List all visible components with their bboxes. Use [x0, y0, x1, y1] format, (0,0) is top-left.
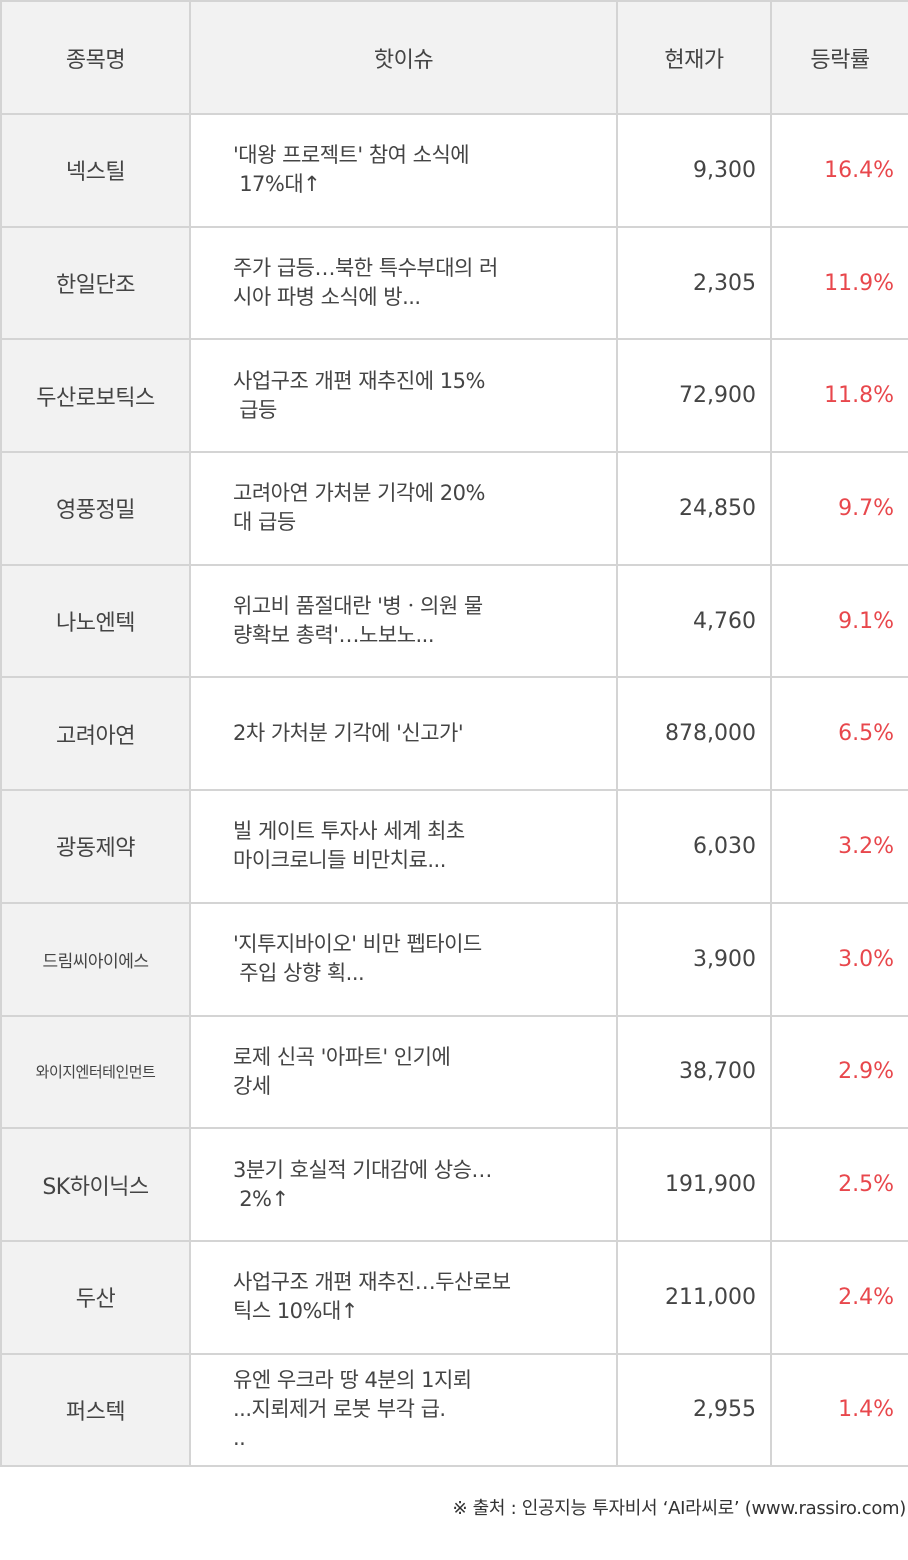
stock-name: 한일단조	[0, 225, 191, 341]
current-price: 4,760	[616, 563, 772, 679]
table-row: 한일단조 주가 급등…북한 특수부대의 러 시아 파병 소식에 방... 2,3…	[0, 225, 908, 341]
change-rate: 9.7%	[770, 451, 908, 566]
table-row: 영풍정밀 고려아연 가처분 기각에 20% 대 급등 24,850 9.7%	[0, 451, 908, 566]
header-current-price: 현재가	[616, 0, 772, 115]
table-row: 두산로보틱스 사업구조 개편 재추진에 15% 급등 72,900 11.8%	[0, 338, 908, 454]
hot-issue-text[interactable]: 사업구조 개편 재추진…두산로보 틱스 10%대↑	[189, 1239, 618, 1355]
current-price: 3,900	[616, 901, 772, 1017]
table-row: 퍼스텍 유엔 우크라 땅 4분의 1지뢰 ...지뢰제거 로봇 부각 급. ..…	[0, 1352, 908, 1468]
change-rate: 1.4%	[770, 1352, 908, 1468]
stock-name: 영풍정밀	[0, 451, 191, 566]
table-row: 드림씨아이에스 '지투지바이오' 비만 펩타이드 주입 상향 획... 3,90…	[0, 901, 908, 1017]
table-row: SK하이닉스 3분기 호실적 기대감에 상승… 2%↑ 191,900 2.5%	[0, 1127, 908, 1242]
change-rate: 6.5%	[770, 676, 908, 792]
stock-name: 넥스틸	[0, 113, 191, 228]
change-rate: 11.9%	[770, 225, 908, 341]
change-rate: 16.4%	[770, 113, 908, 228]
current-price: 6,030	[616, 789, 772, 904]
hot-issue-text[interactable]: 주가 급등…북한 특수부대의 러 시아 파병 소식에 방...	[189, 225, 618, 341]
table-row: 두산 사업구조 개편 재추진…두산로보 틱스 10%대↑ 211,000 2.4…	[0, 1239, 908, 1355]
change-rate: 3.0%	[770, 901, 908, 1017]
change-rate: 2.5%	[770, 1127, 908, 1242]
stock-name: 드림씨아이에스	[0, 901, 191, 1017]
current-price: 72,900	[616, 338, 772, 454]
current-price: 878,000	[616, 676, 772, 792]
current-price: 24,850	[616, 451, 772, 566]
current-price: 191,900	[616, 1127, 772, 1242]
hot-issue-text[interactable]: 2차 가처분 기각에 '신고가'	[189, 676, 618, 792]
current-price: 38,700	[616, 1014, 772, 1130]
change-rate: 2.9%	[770, 1014, 908, 1130]
hot-issue-text[interactable]: '대왕 프로젝트' 참여 소식에 17%대↑	[189, 113, 618, 228]
change-rate: 9.1%	[770, 563, 908, 679]
hot-issue-text[interactable]: 빌 게이트 투자사 세계 최초 마이크로니들 비만치료...	[189, 789, 618, 904]
stock-hot-issue-table: 종목명 핫이슈 현재가 등락률 넥스틸 '대왕 프로젝트' 참여 소식에 17%…	[0, 0, 908, 1468]
table-row: 나노엔텍 위고비 품절대란 '병ㆍ의원 물 량확보 총력'…노보노... 4,7…	[0, 563, 908, 679]
current-price: 2,955	[616, 1352, 772, 1468]
stock-name: 와이지엔터테인먼트	[0, 1014, 191, 1130]
current-price: 2,305	[616, 225, 772, 341]
hot-issue-text[interactable]: '지투지바이오' 비만 펩타이드 주입 상향 획...	[189, 901, 618, 1017]
stock-name: SK하이닉스	[0, 1127, 191, 1242]
stock-name: 고려아연	[0, 676, 191, 792]
stock-name: 나노엔텍	[0, 563, 191, 679]
header-hot-issue: 핫이슈	[189, 0, 618, 115]
table-header-row: 종목명 핫이슈 현재가 등락률	[0, 0, 908, 115]
change-rate: 3.2%	[770, 789, 908, 904]
stock-name: 두산	[0, 1239, 191, 1355]
stock-name: 광동제약	[0, 789, 191, 904]
hot-issue-text[interactable]: 고려아연 가처분 기각에 20% 대 급등	[189, 451, 618, 566]
hot-issue-text[interactable]: 위고비 품절대란 '병ㆍ의원 물 량확보 총력'…노보노...	[189, 563, 618, 679]
change-rate: 2.4%	[770, 1239, 908, 1355]
stock-name: 퍼스텍	[0, 1352, 191, 1468]
source-attribution: ※ 출처 : 인공지능 투자비서 ‘AI라씨로’ (www.rassiro.co…	[452, 1498, 906, 1519]
hot-issue-text[interactable]: 3분기 호실적 기대감에 상승… 2%↑	[189, 1127, 618, 1242]
change-rate: 11.8%	[770, 338, 908, 454]
table-row: 고려아연 2차 가처분 기각에 '신고가' 878,000 6.5%	[0, 676, 908, 792]
table-row: 광동제약 빌 게이트 투자사 세계 최초 마이크로니들 비만치료... 6,03…	[0, 789, 908, 904]
header-stock-name: 종목명	[0, 0, 191, 115]
hot-issue-text[interactable]: 사업구조 개편 재추진에 15% 급등	[189, 338, 618, 454]
current-price: 9,300	[616, 113, 772, 228]
hot-issue-text[interactable]: 로제 신곡 '아파트' 인기에 강세	[189, 1014, 618, 1130]
table-row: 넥스틸 '대왕 프로젝트' 참여 소식에 17%대↑ 9,300 16.4%	[0, 113, 908, 228]
stock-name: 두산로보틱스	[0, 338, 191, 454]
hot-issue-text[interactable]: 유엔 우크라 땅 4분의 1지뢰 ...지뢰제거 로봇 부각 급. ..	[189, 1352, 618, 1468]
current-price: 211,000	[616, 1239, 772, 1355]
table-row: 와이지엔터테인먼트 로제 신곡 '아파트' 인기에 강세 38,700 2.9%	[0, 1014, 908, 1130]
header-change-rate: 등락률	[770, 0, 908, 115]
